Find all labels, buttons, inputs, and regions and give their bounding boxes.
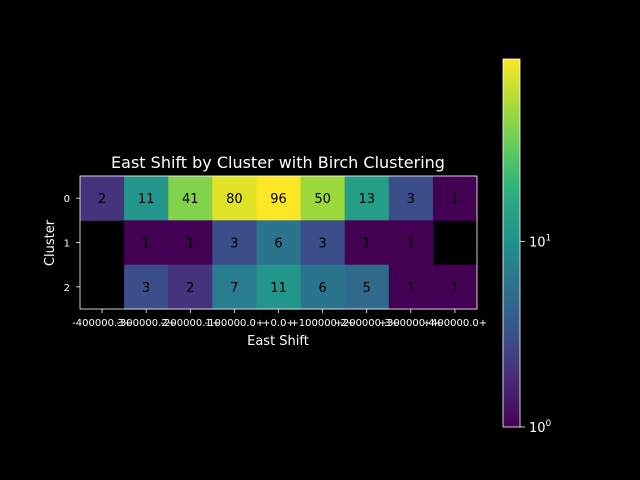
heatmap-cell [256,264,302,310]
x-axis-ticks: -400000.3+-300000.2+-200000.1+-100000.0+… [72,309,487,329]
cell-value-label: 5 [363,281,371,296]
y-tick-label: 1 [64,239,70,250]
cell-value-label: 1 [142,237,150,252]
cell-value-label: 3 [318,237,326,252]
heatmap-cell [168,176,213,221]
x-tick-label: -100000.0+ [205,318,265,329]
heatmap-cell [388,220,434,266]
x-tick-label: +100000.2+ [290,318,354,329]
heatmap-cell [124,264,169,310]
heatmap-cell [432,264,478,310]
colorbar-tick-label: 101 [529,233,551,250]
cell-value-label: 96 [270,192,287,207]
colorbar-ticks: 100 101 [520,233,552,436]
heatmap-cell [344,264,390,310]
x-tick-label: +200000.3+ [334,318,398,329]
heatmap-cell [300,220,346,266]
heatmap-cell [212,264,257,310]
cell-value-label: 3 [407,192,415,207]
cell-value-label: 2 [186,281,194,296]
cell-value-label: 6 [318,281,326,296]
cell-value-label: 3 [142,281,150,296]
heatmap-cell [212,176,257,221]
y-tick-label: 0 [64,194,70,205]
cell-value-label: 1 [451,192,459,207]
colorbar [502,58,521,428]
cell-value-label: 6 [274,237,282,252]
x-tick-label: -400000.3+ [72,318,132,329]
cell-value-label: 80 [226,192,243,207]
heatmap-cell [300,176,346,221]
cell-value-label: 1 [407,281,415,296]
heatmap-cell [388,176,434,221]
x-tick-label: -200000.1+ [160,318,220,329]
cell-value-label: 1 [407,237,415,252]
cell-value-label: 3 [230,237,238,252]
x-axis-label: East Shift [247,334,309,349]
heatmap-cells: 2 11 41 80 96 50 13 3 11 1 3 6 3 1 13 2 7 11 6 5 1 1 [80,176,478,310]
heatmap-cell [432,176,478,221]
cell-value-label: 11 [138,192,155,207]
heatmap-cell [168,264,213,310]
cell-value-label: 1 [451,281,459,296]
cell-value-label: 41 [182,192,199,207]
heatmap-cell [344,220,390,266]
colorbar-tick-label: 100 [529,419,552,436]
heatmap-cell [344,176,390,221]
x-tick-label: -300000.2+ [116,318,176,329]
cell-value-label: 1 [186,237,194,252]
y-axis-ticks: 0 1 2 [64,194,80,294]
cell-value-label: 2 [98,192,106,207]
x-tick-label: +0.0+ [262,318,295,329]
x-tick-label: +300000.4+ [379,318,443,329]
chart-title: East Shift by Cluster with Birch Cluster… [111,153,445,172]
cell-value-label: 50 [314,192,331,207]
cell-value-label: 1 [363,237,371,252]
y-tick-label: 2 [64,283,70,294]
heatmap-cell [388,264,434,310]
heatmap-cell [168,220,213,266]
heatmap-cell [256,176,302,221]
heatmap-cell [300,264,346,310]
cell-value-label: 7 [230,281,238,296]
heatmap-cell [80,176,125,221]
heatmap-cell [124,220,169,266]
cell-value-label: 11 [270,281,287,296]
heatmap-cell [124,176,169,221]
y-axis-label: Cluster [43,219,58,266]
cell-value-label: 13 [358,192,375,207]
x-tick-label: +400000.0+ [423,318,487,329]
heatmap-cell [256,220,302,266]
heatmap-cell [212,220,257,266]
